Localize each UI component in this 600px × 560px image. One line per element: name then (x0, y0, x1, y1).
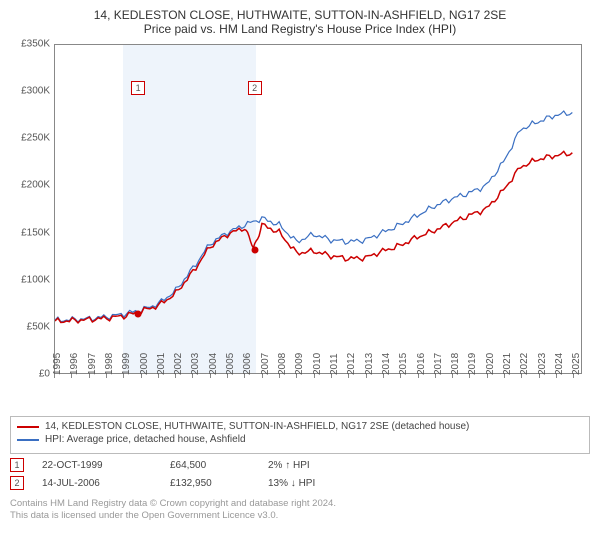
x-tick-label: 2000 (139, 353, 150, 375)
legend-swatch (17, 439, 39, 441)
annotation-marker: 2 (10, 476, 24, 490)
y-tick-label: £50K (10, 321, 50, 332)
sale-annotations: 1 22-OCT-1999 £64,500 2% ↑ HPI 2 14-JUL-2006 £… (10, 458, 590, 494)
annotation-date: 22-OCT-1999 (42, 460, 152, 471)
x-tick-label: 2004 (208, 353, 219, 375)
plot-area: 12 (54, 44, 582, 374)
legend-item: 14, KEDLESTON CLOSE, HUTHWAITE, SUTTON-I… (17, 421, 583, 432)
sale-marker-dot (251, 246, 258, 253)
y-tick-label: £150K (10, 227, 50, 238)
annotation-row: 1 22-OCT-1999 £64,500 2% ↑ HPI (10, 458, 590, 472)
footer-attribution: Contains HM Land Registry data © Crown c… (10, 498, 590, 523)
x-tick-label: 2013 (364, 353, 375, 375)
legend-swatch (17, 426, 39, 428)
sale-marker-box: 1 (131, 81, 145, 95)
x-tick-label: 2009 (294, 353, 305, 375)
title-address: 14, KEDLESTON CLOSE, HUTHWAITE, SUTTON-I… (10, 8, 590, 22)
y-tick-label: £350K (10, 39, 50, 50)
x-tick-label: 2025 (571, 353, 582, 375)
annotation-price: £64,500 (170, 460, 250, 471)
legend-label: 14, KEDLESTON CLOSE, HUTHWAITE, SUTTON-I… (45, 421, 469, 432)
x-tick-label: 1995 (52, 353, 63, 375)
annotation-price: £132,950 (170, 478, 250, 489)
x-tick-label: 2007 (260, 353, 271, 375)
x-tick-label: 2016 (416, 353, 427, 375)
footer-line2: This data is licensed under the Open Gov… (10, 510, 590, 522)
x-tick-label: 2024 (554, 353, 565, 375)
x-tick-label: 2015 (398, 353, 409, 375)
x-tick-label: 2006 (242, 353, 253, 375)
x-tick-label: 2021 (502, 353, 513, 375)
x-tick-label: 2001 (156, 353, 167, 375)
annotation-marker: 1 (10, 458, 24, 472)
chart-title: 14, KEDLESTON CLOSE, HUTHWAITE, SUTTON-I… (10, 8, 590, 36)
series-property_line (55, 151, 572, 323)
x-tick-label: 2008 (277, 353, 288, 375)
y-tick-label: £200K (10, 180, 50, 191)
annotation-row: 2 14-JUL-2006 £132,950 13% ↓ HPI (10, 476, 590, 490)
legend-label: HPI: Average price, detached house, Ashf… (45, 434, 246, 445)
x-tick-label: 2022 (519, 353, 530, 375)
x-tick-label: 2012 (346, 353, 357, 375)
y-tick-label: £100K (10, 274, 50, 285)
chart-container: 14, KEDLESTON CLOSE, HUTHWAITE, SUTTON-I… (0, 0, 600, 560)
x-tick-label: 2014 (381, 353, 392, 375)
x-tick-label: 1996 (69, 353, 80, 375)
title-subtitle: Price paid vs. HM Land Registry's House … (10, 22, 590, 36)
annotation-delta: 2% ↑ HPI (268, 460, 310, 471)
x-tick-label: 2018 (450, 353, 461, 375)
footer-line1: Contains HM Land Registry data © Crown c… (10, 498, 590, 510)
x-tick-label: 1997 (87, 353, 98, 375)
legend: 14, KEDLESTON CLOSE, HUTHWAITE, SUTTON-I… (10, 416, 590, 454)
x-tick-label: 2020 (485, 353, 496, 375)
x-tick-label: 2003 (190, 353, 201, 375)
sale-marker-dot (135, 311, 142, 318)
y-tick-label: £250K (10, 133, 50, 144)
x-tick-label: 2010 (312, 353, 323, 375)
x-tick-label: 2011 (329, 353, 340, 375)
annotation-delta: 13% ↓ HPI (268, 478, 315, 489)
x-tick-label: 2005 (225, 353, 236, 375)
legend-item: HPI: Average price, detached house, Ashf… (17, 434, 583, 445)
x-tick-label: 1998 (104, 353, 115, 375)
x-tick-label: 2023 (537, 353, 548, 375)
x-tick-label: 1999 (121, 353, 132, 375)
sale-marker-box: 2 (248, 81, 262, 95)
series-hpi_line (55, 111, 572, 322)
annotation-date: 14-JUL-2006 (42, 478, 152, 489)
y-tick-label: £300K (10, 86, 50, 97)
x-tick-label: 2017 (433, 353, 444, 375)
x-tick-label: 2019 (467, 353, 478, 375)
chart-plot: £0£50K£100K£150K£200K£250K£300K£350K 12 … (10, 40, 590, 410)
y-tick-label: £0 (10, 369, 50, 380)
x-tick-label: 2002 (173, 353, 184, 375)
